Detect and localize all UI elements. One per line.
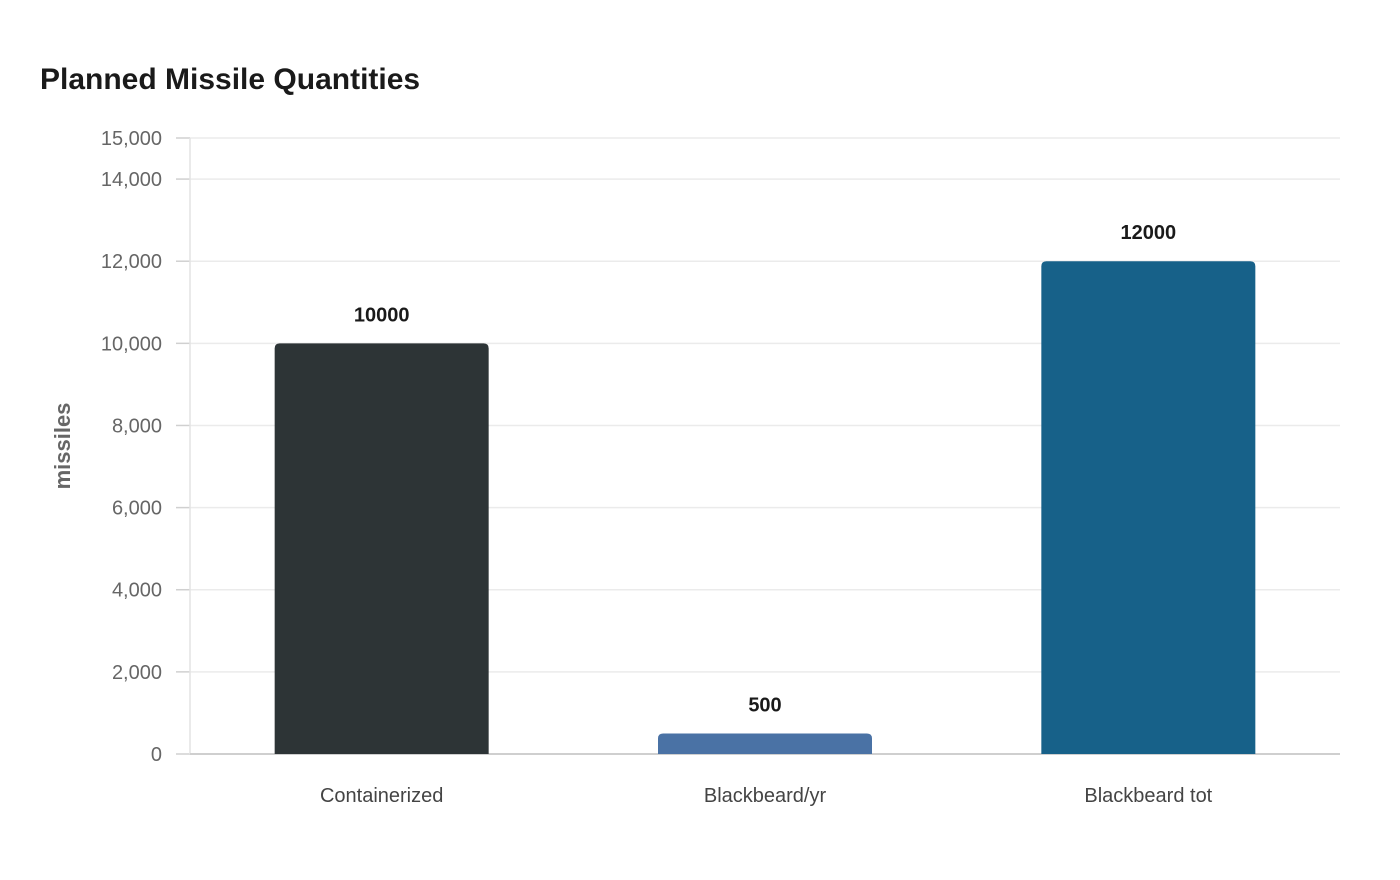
data-label: 12000 (1121, 222, 1177, 244)
y-tick-label: 10,000 (101, 333, 162, 355)
y-tick-label: 2,000 (112, 662, 162, 684)
x-category-label: Containerized (320, 785, 443, 807)
y-tick-label: 14,000 (101, 169, 162, 191)
y-tick-label: 12,000 (101, 251, 162, 273)
bars (274, 261, 1256, 754)
bar-containerized (274, 343, 489, 754)
y-tick-label: 6,000 (112, 498, 162, 520)
y-tick-label: 15,000 (101, 128, 162, 150)
x-category-label: Blackbeard tot (1084, 785, 1212, 807)
y-tick-label: 8,000 (112, 415, 162, 437)
y-tick-label: 4,000 (112, 580, 162, 602)
bar-blackbeard-tot (1041, 261, 1256, 754)
bar-blackbeard-yr (658, 733, 872, 754)
x-category-label: Blackbeard/yr (704, 785, 827, 807)
y-axis-title: missiles (50, 403, 75, 490)
chart-title: Planned Missile Quantities (40, 63, 421, 96)
data-labels: 10000 500 12000 (354, 222, 1176, 716)
category-labels: Containerized Blackbeard/yr Blackbeard tot (320, 785, 1213, 807)
y-tick-labels: 0 2,000 4,000 6,000 8,000 10,000 12,000 14,000 1… (101, 128, 162, 766)
data-label: 10000 (354, 304, 410, 326)
data-label: 500 (748, 694, 781, 716)
y-tick-label: 0 (151, 744, 162, 766)
